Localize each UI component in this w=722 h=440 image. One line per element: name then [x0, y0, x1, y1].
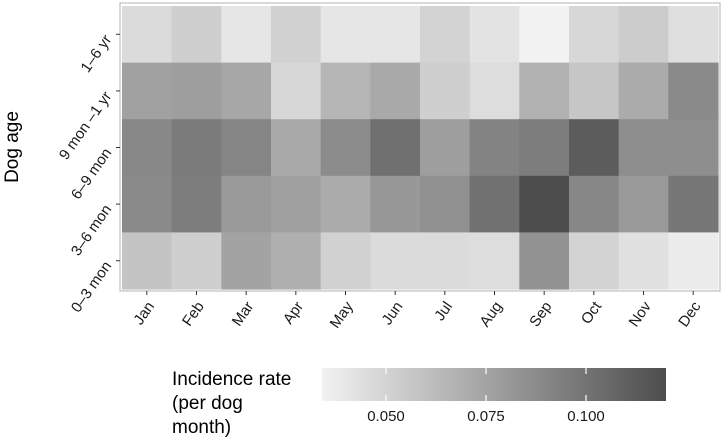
- heatmap-cell: [569, 119, 620, 177]
- heatmap-cell: [320, 6, 371, 64]
- heatmap-cell: [271, 119, 322, 177]
- heatmap-cell: [668, 175, 719, 233]
- x-tick-label: Jun: [379, 299, 407, 329]
- heatmap-cell: [618, 119, 669, 177]
- heatmap-cell: [618, 62, 669, 120]
- x-axis: Jan Feb Mar Apr May Jun Jul Aug Sep Oct Nov Dec: [130, 291, 705, 332]
- heatmap-panel: [120, 3, 720, 291]
- y-axis-title: Dog age: [2, 111, 23, 183]
- y-tick-label: 1–6 yr: [77, 32, 115, 76]
- heatmap-cell: [469, 175, 520, 233]
- x-tick-label: Jan: [130, 299, 158, 329]
- heatmap-cell: [271, 6, 322, 64]
- heatmap-cell: [469, 119, 520, 177]
- heatmap-cell: [519, 62, 570, 120]
- x-tick-label: Mar: [229, 299, 258, 330]
- heatmap-cell: [370, 119, 421, 177]
- y-tick-label: 3–6 mon: [68, 202, 115, 260]
- heatmap-cell: [668, 232, 719, 290]
- legend-tick-label: 0.100: [567, 408, 605, 425]
- x-tick-label: May: [327, 298, 357, 331]
- heatmap-cell: [668, 62, 719, 120]
- y-tick-label: 0–3 mon: [68, 258, 115, 316]
- heatmap-cell: [320, 62, 371, 120]
- heatmap-cell: [420, 175, 471, 233]
- heatmap-cell: [171, 232, 222, 290]
- heatmap-cell: [122, 175, 173, 233]
- heatmap-cell: [122, 62, 173, 120]
- heatmap-cell: [271, 175, 322, 233]
- heatmap-cell: [519, 232, 570, 290]
- heatmap-cell: [370, 232, 421, 290]
- heatmap-cell: [171, 119, 222, 177]
- heatmap-cell: [320, 232, 371, 290]
- heatmap-cell: [618, 175, 669, 233]
- heatmap-cell: [122, 232, 173, 290]
- heatmap-cell: [569, 175, 620, 233]
- x-tick-label: Jul: [431, 299, 456, 324]
- heatmap-cell: [668, 6, 719, 64]
- heatmap-cell: [469, 62, 520, 120]
- heatmap-cell: [519, 6, 570, 64]
- x-tick-label: Feb: [179, 299, 208, 330]
- x-tick-label: Nov: [626, 298, 656, 330]
- heatmap-cell: [420, 232, 471, 290]
- heatmap-cell: [370, 175, 421, 233]
- x-tick-label: Aug: [477, 299, 506, 331]
- heatmap-cell: [171, 175, 222, 233]
- heatmap-cell: [370, 6, 421, 64]
- heatmap-cell: [519, 175, 570, 233]
- heatmap-cell: [569, 232, 620, 290]
- heatmap-cell: [569, 6, 620, 64]
- legend-tick-label: 0.075: [467, 408, 505, 425]
- x-tick-label: Dec: [675, 298, 705, 330]
- heatmap-cell: [320, 175, 371, 233]
- legend-title-line-2: (per dog: [172, 393, 243, 414]
- heatmap-cell: [171, 62, 222, 120]
- heatmap-cell: [221, 175, 272, 233]
- heatmap-cell: [420, 6, 471, 64]
- heatmap-cell: [420, 119, 471, 177]
- heatmap-cell: [519, 119, 570, 177]
- heatmap-cell: [469, 6, 520, 64]
- heatmap-cell: [469, 232, 520, 290]
- x-tick-label: Sep: [526, 299, 555, 331]
- heatmap-cell: [271, 62, 322, 120]
- heatmap-cell: [171, 6, 222, 64]
- heatmap-cell: [221, 232, 272, 290]
- heatmap-cell: [122, 119, 173, 177]
- heatmap-cell: [221, 6, 272, 64]
- legend-title-line-1: Incidence rate: [172, 369, 291, 390]
- heatmap-cell: [320, 119, 371, 177]
- heatmap-cell: [618, 232, 669, 290]
- heatmap-cell: [370, 62, 421, 120]
- legend-color-bar: [322, 368, 666, 401]
- legend-title-line-3: month): [172, 417, 231, 438]
- heatmap-cell: [271, 232, 322, 290]
- x-tick-label: Oct: [578, 298, 606, 328]
- legend: Incidence rate (per dog month) 0.050 0.07…: [172, 368, 666, 438]
- legend-tick-label: 0.050: [367, 408, 405, 425]
- heatmap-cell: [569, 62, 620, 120]
- heatmap-cell: [122, 6, 173, 64]
- heatmap-cell: [221, 62, 272, 120]
- heatmap-cell: [420, 62, 471, 120]
- heatmap-cell: [221, 119, 272, 177]
- heatmap-cell: [618, 6, 669, 64]
- legend-ticks: 0.050 0.075 0.100: [367, 368, 605, 425]
- x-tick-label: Apr: [280, 299, 307, 328]
- heatmap-cell: [668, 119, 719, 177]
